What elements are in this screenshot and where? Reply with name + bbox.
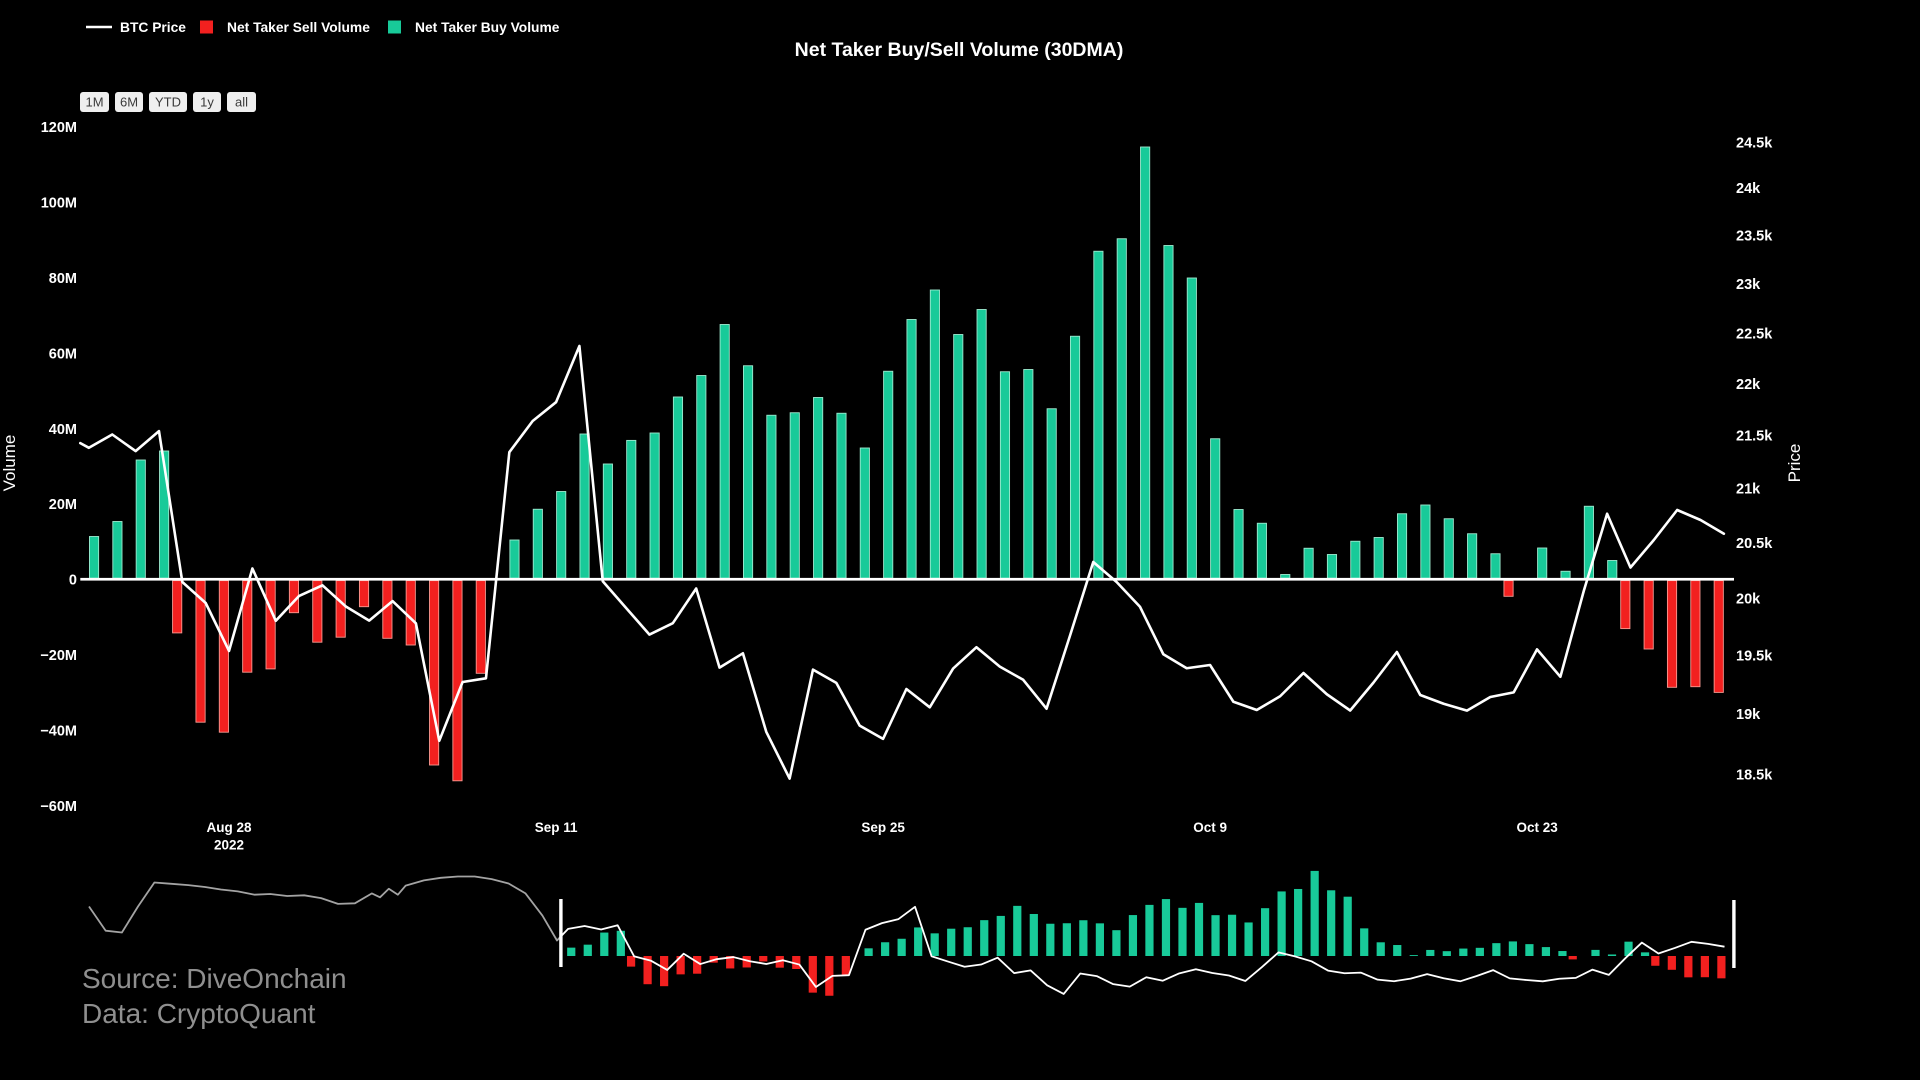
svg-text:24k: 24k — [1736, 181, 1761, 197]
svg-text:80M: 80M — [49, 271, 77, 287]
svg-text:Sep 11: Sep 11 — [535, 820, 578, 835]
svg-text:2022: 2022 — [214, 838, 244, 853]
svg-text:Oct 9: Oct 9 — [1193, 820, 1227, 835]
svg-text:6M: 6M — [120, 95, 138, 110]
svg-text:18.5k: 18.5k — [1736, 767, 1773, 783]
svg-text:Volume: Volume — [0, 435, 19, 492]
svg-text:Source: DiveOnchain: Source: DiveOnchain — [82, 963, 347, 994]
svg-text:60M: 60M — [49, 346, 77, 362]
svg-text:Net Taker Buy/Sell Volume (30D: Net Taker Buy/Sell Volume (30DMA) — [795, 39, 1124, 61]
svg-text:21.5k: 21.5k — [1736, 429, 1773, 445]
svg-text:20M: 20M — [49, 497, 77, 513]
svg-text:Price: Price — [1785, 444, 1804, 483]
svg-text:20k: 20k — [1736, 592, 1761, 608]
svg-text:all: all — [235, 95, 248, 110]
svg-text:−20M: −20M — [40, 648, 77, 664]
svg-text:23.5k: 23.5k — [1736, 228, 1773, 244]
svg-text:23k: 23k — [1736, 277, 1761, 293]
svg-text:20.5k: 20.5k — [1736, 536, 1773, 552]
svg-text:1M: 1M — [85, 95, 103, 110]
svg-text:40M: 40M — [49, 422, 77, 438]
svg-text:21k: 21k — [1736, 482, 1761, 498]
svg-text:19.5k: 19.5k — [1736, 649, 1773, 665]
svg-text:22k: 22k — [1736, 377, 1761, 393]
svg-text:1y: 1y — [200, 95, 214, 110]
svg-text:19k: 19k — [1736, 707, 1761, 723]
svg-text:Sep 25: Sep 25 — [861, 820, 905, 835]
svg-text:Net Taker Buy Volume: Net Taker Buy Volume — [415, 20, 560, 35]
svg-text:Data: CryptoQuant: Data: CryptoQuant — [82, 998, 316, 1029]
svg-text:120M: 120M — [41, 120, 77, 136]
svg-text:100M: 100M — [41, 196, 77, 212]
svg-text:22.5k: 22.5k — [1736, 326, 1773, 342]
svg-text:24.5k: 24.5k — [1736, 136, 1773, 152]
svg-text:Oct 23: Oct 23 — [1516, 820, 1558, 835]
svg-text:YTD: YTD — [155, 95, 181, 110]
svg-text:0: 0 — [69, 573, 77, 589]
svg-text:Aug 28: Aug 28 — [206, 820, 252, 835]
svg-text:−60M: −60M — [40, 799, 77, 815]
svg-text:BTC Price: BTC Price — [120, 20, 186, 35]
svg-text:−40M: −40M — [40, 723, 77, 739]
svg-text:Net Taker Sell Volume: Net Taker Sell Volume — [227, 20, 370, 35]
